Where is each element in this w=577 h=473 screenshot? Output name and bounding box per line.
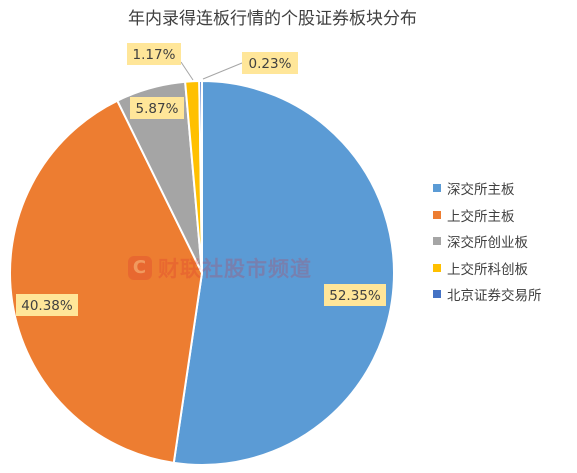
data-label-box — [324, 284, 386, 306]
legend-label: 深交所创业板 — [447, 235, 528, 252]
slice-shenzhen-main — [172, 79, 395, 466]
legend-item-star-market: 上交所科创板 — [433, 255, 542, 282]
leader-line — [202, 62, 243, 80]
legend-swatch — [433, 210, 441, 219]
legend: 深交所主板 上交所主板 深交所创业板 上交所科创板 北京证券交易所 — [433, 175, 542, 308]
slice-shanghai-main — [9, 99, 204, 465]
legend-label: 上交所主板 — [447, 208, 515, 225]
data-label: 40.38% — [21, 298, 73, 314]
legend-label: 深交所主板 — [447, 182, 515, 199]
legend-swatch — [433, 237, 441, 246]
legend-item-chinext: 深交所创业板 — [433, 228, 542, 255]
data-label: 52.35% — [329, 288, 381, 304]
data-label: 1.17% — [133, 47, 176, 63]
legend-swatch — [433, 263, 441, 272]
slice-beijing — [198, 79, 203, 274]
watermark-text: 财联社股市频道 — [158, 257, 312, 281]
leader-line — [180, 61, 194, 81]
data-label: 5.87% — [136, 101, 179, 117]
data-label-box — [130, 97, 184, 119]
chart-title: 年内录得连板行情的个股证券板块分布 — [128, 9, 417, 29]
data-label-box — [127, 43, 181, 65]
legend-item-shenzhen-main: 深交所主板 — [433, 175, 542, 202]
legend-swatch — [433, 290, 441, 299]
watermark: C 财联社股市频道 — [128, 253, 312, 283]
data-label-box — [242, 52, 298, 74]
legend-item-beijing: 北京证券交易所 — [433, 281, 542, 308]
legend-label: 上交所科创板 — [447, 261, 528, 278]
legend-item-shanghai-main: 上交所主板 — [433, 202, 542, 229]
data-label-box — [16, 294, 78, 316]
legend-swatch — [433, 184, 441, 193]
legend-label: 北京证券交易所 — [447, 288, 542, 305]
data-label: 0.23% — [249, 56, 292, 72]
watermark-logo: C — [128, 256, 152, 280]
